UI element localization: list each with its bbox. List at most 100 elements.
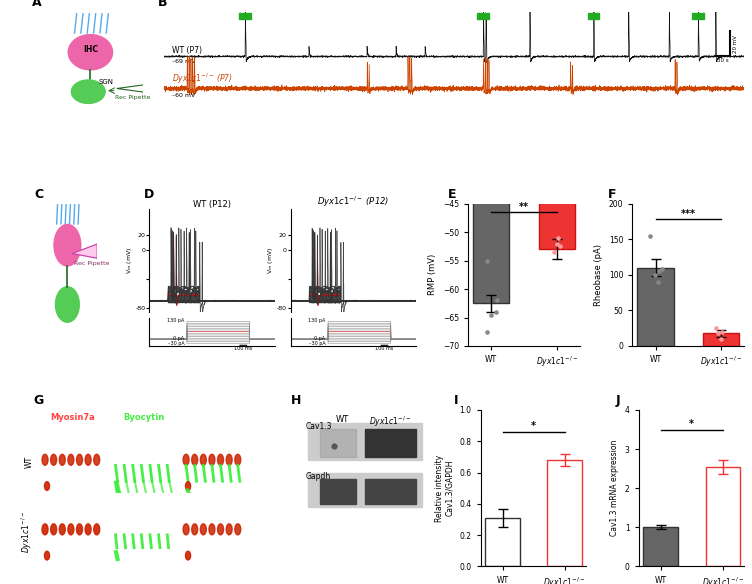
Ellipse shape (217, 454, 223, 465)
Text: D: D (144, 188, 154, 201)
Text: 0 pA: 0 pA (314, 336, 326, 341)
Text: Rec Pipette: Rec Pipette (115, 95, 150, 100)
Ellipse shape (68, 34, 113, 70)
Ellipse shape (56, 287, 79, 322)
Text: $Dyx1c1^{-/-}$ (P7): $Dyx1c1^{-/-}$ (P7) (172, 72, 233, 86)
Text: 130 pA: 130 pA (308, 318, 326, 324)
Text: –30 pA: –30 pA (309, 342, 326, 346)
Title: $Dyx1c1^{-/-}$ (P12): $Dyx1c1^{-/-}$ (P12) (317, 195, 390, 210)
Text: 100 ms: 100 ms (234, 346, 253, 351)
Ellipse shape (200, 524, 206, 535)
Bar (693, 13, 704, 19)
Point (481, 327, 493, 336)
Y-axis label: Cav1.3 mRNA expression: Cav1.3 mRNA expression (610, 440, 619, 537)
Text: Byocytin: Byocytin (123, 413, 164, 422)
Ellipse shape (59, 524, 65, 535)
Ellipse shape (226, 454, 232, 465)
Text: SGN: SGN (99, 79, 114, 85)
Point (490, 307, 502, 317)
Ellipse shape (235, 454, 241, 465)
Text: B: B (158, 0, 168, 9)
Ellipse shape (209, 454, 215, 465)
Ellipse shape (186, 482, 190, 491)
Bar (239, 13, 251, 19)
Text: *: * (531, 421, 536, 431)
Y-axis label: RMP (mV): RMP (mV) (429, 254, 437, 296)
Ellipse shape (94, 524, 100, 535)
Point (490, 296, 502, 305)
Text: 20 mV: 20 mV (733, 34, 738, 53)
Ellipse shape (54, 224, 80, 266)
Point (553, 233, 565, 242)
Polygon shape (72, 244, 97, 258)
Text: 30 s: 30 s (717, 58, 728, 62)
Point (653, 267, 666, 276)
Text: H: H (291, 394, 302, 407)
Text: Cav1.3: Cav1.3 (305, 422, 332, 431)
Point (481, 256, 493, 265)
Ellipse shape (183, 524, 189, 535)
Ellipse shape (44, 551, 50, 560)
Text: ***: *** (681, 209, 696, 219)
Text: Merge: Merge (199, 413, 229, 422)
Point (656, 265, 668, 274)
Y-axis label: Relative intensity
Cav1.3/GAPDH: Relative intensity Cav1.3/GAPDH (435, 455, 454, 522)
Bar (478, 13, 489, 19)
Text: Myosin7a: Myosin7a (50, 413, 96, 422)
Ellipse shape (77, 454, 83, 465)
Ellipse shape (94, 454, 100, 465)
Point (653, 277, 665, 287)
Bar (644, 527, 678, 566)
Ellipse shape (50, 454, 56, 465)
Text: $Dyx1c1^{-/-}$: $Dyx1c1^{-/-}$ (20, 510, 34, 553)
Bar (308, 422, 422, 460)
Ellipse shape (42, 524, 48, 535)
Point (554, 242, 566, 251)
Text: $Dyx1c1^{-/-}$: $Dyx1c1^{-/-}$ (369, 415, 411, 429)
Bar (473, 0, 509, 303)
Text: –69 mV: –69 mV (172, 59, 196, 64)
Bar (365, 479, 416, 504)
Point (485, 310, 497, 319)
Ellipse shape (44, 482, 50, 491)
Ellipse shape (85, 454, 91, 465)
Bar (308, 472, 422, 507)
Ellipse shape (192, 524, 198, 535)
Text: I: I (454, 394, 459, 407)
Bar (365, 429, 416, 457)
Ellipse shape (226, 524, 232, 535)
Bar (539, 0, 575, 249)
Text: WT (P7): WT (P7) (172, 46, 202, 55)
Ellipse shape (71, 80, 105, 103)
Point (644, 231, 656, 241)
Text: C: C (35, 188, 44, 201)
Bar (588, 13, 599, 19)
Text: –30 pA: –30 pA (168, 342, 184, 346)
Text: WT: WT (25, 456, 34, 468)
Text: F: F (608, 188, 616, 201)
Ellipse shape (42, 454, 48, 465)
Text: 100 ms: 100 ms (375, 346, 393, 351)
Point (551, 239, 563, 248)
Ellipse shape (68, 524, 74, 535)
Point (649, 270, 661, 280)
Text: **: ** (519, 202, 529, 212)
Point (329, 442, 341, 451)
Text: *: * (689, 419, 694, 429)
Ellipse shape (235, 524, 241, 535)
Text: IHC: IHC (83, 44, 98, 54)
Text: –60 mV: –60 mV (172, 93, 196, 98)
Text: WT: WT (335, 415, 349, 424)
Bar (320, 429, 356, 457)
Bar (638, 267, 674, 346)
Bar (703, 333, 739, 346)
Polygon shape (117, 84, 148, 93)
Y-axis label: Rheobase (pA): Rheobase (pA) (594, 244, 603, 306)
Text: A: A (32, 0, 42, 9)
Bar (486, 518, 520, 566)
Ellipse shape (50, 524, 56, 535)
Point (715, 334, 727, 343)
Text: Gapdh: Gapdh (305, 472, 330, 481)
Y-axis label: V$_m$ (mV): V$_m$ (mV) (125, 247, 134, 274)
Text: Rec Pipette: Rec Pipette (74, 262, 109, 266)
